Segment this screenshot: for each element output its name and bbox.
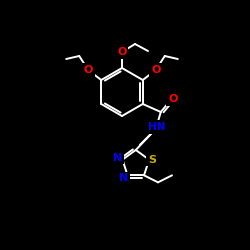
Text: O: O xyxy=(84,65,93,75)
Text: S: S xyxy=(148,155,156,165)
Text: N: N xyxy=(119,173,128,183)
Text: O: O xyxy=(151,65,160,75)
Text: HN: HN xyxy=(148,122,166,132)
Text: O: O xyxy=(168,94,177,104)
Text: O: O xyxy=(117,47,127,57)
Text: N: N xyxy=(113,153,122,163)
